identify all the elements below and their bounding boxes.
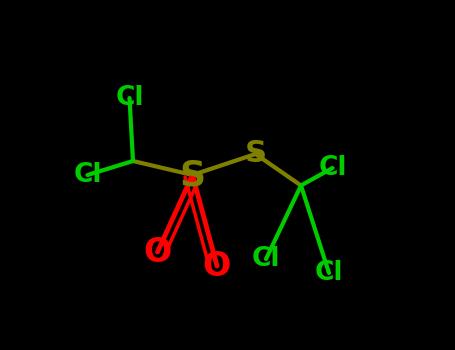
Text: S: S [244,140,267,168]
Text: Cl: Cl [115,85,144,111]
Text: Cl: Cl [315,260,343,286]
Text: Cl: Cl [73,162,102,188]
Text: O: O [203,250,231,282]
Text: Cl: Cl [318,155,347,181]
Text: O: O [143,236,172,268]
Text: Cl: Cl [252,246,280,272]
Text: S: S [179,158,206,192]
